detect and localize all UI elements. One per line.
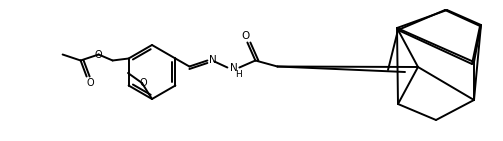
Text: O: O [95,49,103,60]
Text: O: O [87,78,95,88]
Text: N: N [229,63,237,73]
Text: O: O [241,31,249,41]
Text: O: O [139,78,147,88]
Text: H: H [235,70,242,79]
Text: N: N [209,56,216,66]
